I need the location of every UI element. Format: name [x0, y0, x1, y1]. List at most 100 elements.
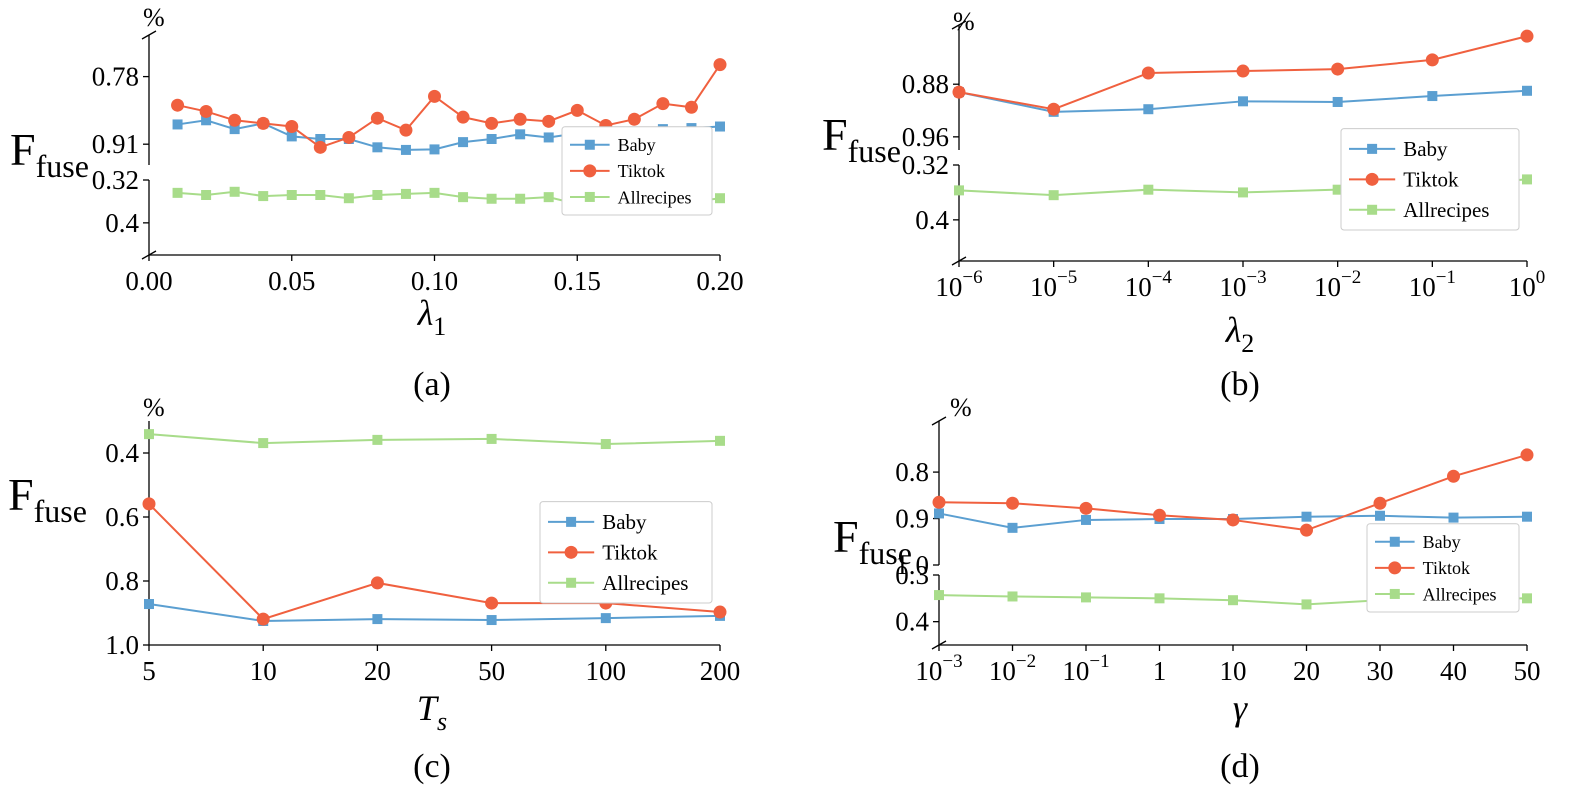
y-tick-label: 1.0 — [105, 630, 139, 660]
marker — [1332, 184, 1343, 195]
marker — [627, 112, 641, 126]
y-tick-label: 0.8 — [895, 457, 929, 487]
legend-label: Baby — [602, 510, 647, 534]
marker — [1238, 187, 1248, 198]
marker — [542, 114, 556, 128]
marker — [600, 613, 611, 624]
marker — [932, 495, 946, 509]
marker — [1141, 66, 1155, 80]
y-tick-label: 0.91 — [92, 129, 139, 159]
marker — [142, 497, 156, 511]
x-tick-label-base: 10 — [1219, 272, 1246, 302]
marker — [715, 121, 725, 132]
x-tick-label: 10−3 — [1219, 267, 1266, 302]
legend-label: Tiktok — [1403, 168, 1459, 192]
x-tick-label: 10−2 — [1314, 267, 1361, 302]
axis-break — [951, 20, 967, 30]
y-tick-label: 1.0 — [895, 550, 929, 580]
marker — [370, 576, 384, 590]
unit: % — [143, 3, 165, 32]
legend-marker — [1389, 588, 1400, 599]
y-axis-label-sub: fuse — [848, 133, 901, 169]
marker — [172, 119, 183, 130]
x-tick-label-exponent: −5 — [1057, 267, 1077, 288]
marker — [1301, 511, 1312, 522]
x-axis-label-main: γ — [1233, 688, 1248, 728]
unit: % — [143, 393, 165, 422]
marker — [1238, 96, 1248, 107]
marker — [713, 605, 727, 619]
marker — [286, 131, 297, 142]
marker — [515, 129, 526, 140]
x-tick-label-base: 10 — [1509, 272, 1536, 302]
x-tick-label: 10−2 — [989, 651, 1036, 686]
marker — [1081, 514, 1091, 525]
marker — [715, 435, 725, 446]
marker — [285, 120, 299, 134]
marker — [1373, 496, 1387, 510]
caption: (a) — [413, 366, 451, 403]
x-tick-label-exponent: −1 — [1089, 651, 1109, 672]
legend-marker — [566, 516, 577, 527]
x-axis-label-main: λ — [417, 293, 434, 333]
legend-marker — [584, 191, 595, 202]
marker — [486, 433, 497, 444]
x-tick-label: 10−1 — [1409, 267, 1456, 302]
x-tick-label: 1 — [1153, 656, 1167, 686]
marker — [199, 104, 213, 118]
y-tick-label: 0.78 — [92, 62, 139, 92]
legend-label: Tiktok — [602, 541, 658, 565]
caption: (b) — [1220, 366, 1260, 403]
legend-marker — [1389, 536, 1400, 547]
legend-marker — [584, 139, 595, 150]
marker — [1425, 53, 1439, 67]
y-axis-label-sub: fuse — [36, 148, 89, 184]
x-tick-label: 20 — [1293, 656, 1320, 686]
x-tick-label: 200 — [700, 656, 741, 686]
marker — [1007, 591, 1018, 602]
x-tick-label-exponent: −2 — [1016, 651, 1036, 672]
x-axis-label-sub: 1 — [433, 312, 446, 341]
marker — [456, 110, 470, 124]
y-axis-label: Ffuse — [10, 124, 89, 184]
marker — [954, 185, 964, 196]
marker — [1236, 64, 1250, 78]
x-axis-label-sub: s — [437, 707, 447, 736]
x-tick-label: 40 — [1440, 656, 1467, 686]
legend-marker — [583, 164, 597, 178]
legend-label: Allrecipes — [618, 187, 692, 207]
y-tick-label: 0.9 — [895, 504, 929, 534]
y-axis-label-sub: fuse — [859, 535, 912, 571]
x-tick-label: 5 — [142, 656, 156, 686]
y-tick-label: 0.6 — [105, 502, 139, 532]
x-tick-label: 0.15 — [554, 266, 601, 296]
legend-marker — [1367, 204, 1378, 215]
y-axis-label-main: F — [10, 124, 36, 175]
x-tick-label: 10 — [250, 656, 277, 686]
marker — [1081, 592, 1091, 603]
marker — [715, 193, 725, 204]
x-tick-label: 10−1 — [1062, 651, 1109, 686]
series-line — [148, 603, 721, 623]
x-tick-label: 100 — [1509, 267, 1546, 302]
legend-label: Tiktok — [618, 161, 665, 181]
marker — [486, 615, 497, 626]
x-tick-label-base: 10 — [1125, 272, 1152, 302]
y-tick-label: 0.4 — [915, 205, 949, 235]
series-line — [148, 433, 721, 446]
legend — [1366, 523, 1520, 613]
x-tick-label-exponent: −3 — [1246, 267, 1266, 288]
marker — [1375, 510, 1385, 521]
unit: % — [953, 7, 975, 36]
y-axis-label-main: F — [833, 511, 859, 562]
marker — [656, 97, 670, 111]
x-tick-label: 10−5 — [1030, 267, 1077, 302]
marker — [372, 434, 383, 445]
marker — [315, 190, 326, 200]
legend-label: Baby — [1423, 532, 1461, 552]
x-tick-label-base: 10 — [1314, 272, 1341, 302]
x-tick-label-base: 0.10 — [411, 266, 458, 296]
legend-label: Allrecipes — [1403, 198, 1489, 222]
legend-label: Allrecipes — [602, 571, 688, 595]
y-tick-label-base: 1.0 — [895, 550, 929, 580]
